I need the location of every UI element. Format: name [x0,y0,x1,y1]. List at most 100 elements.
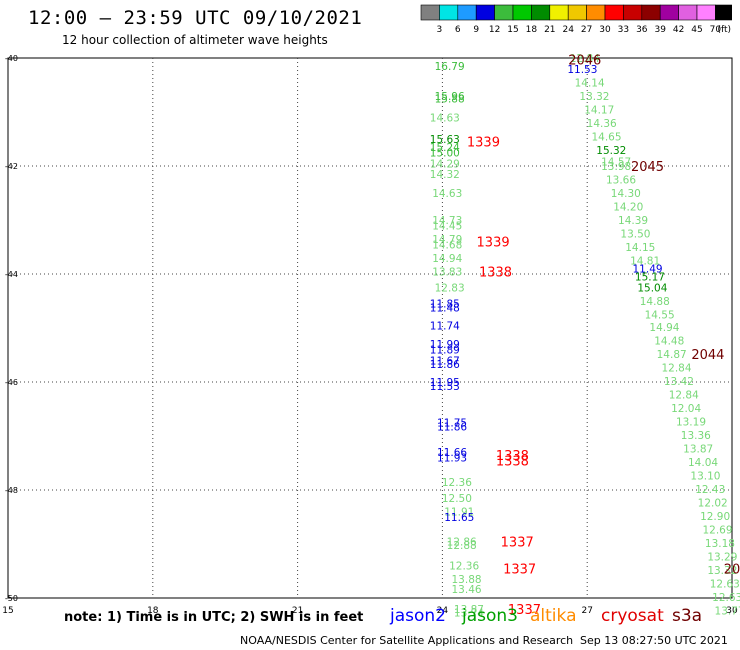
swh-value-label: 14.39 [618,215,648,227]
colorbar-label: 70 [710,25,722,35]
swh-value-label: 12.84 [570,53,600,65]
swh-value-label: 12.36 [449,561,479,573]
colorbar-label: 24 [562,25,574,35]
swh-value-label: 12.63 [712,592,740,604]
swh-value-label: 14.15 [625,242,655,254]
swh-value-label: 14.73 [432,215,462,227]
colorbar-label: 12 [489,25,500,35]
swh-value-label: 13.74 [454,608,484,620]
swh-value-label: 14.87 [657,349,687,361]
pass-time-label: 1339 [467,136,500,151]
colorbar-label: 6 [455,25,461,35]
swh-value-label: 11.66 [437,447,467,459]
y-tick-label: -50 [5,594,18,603]
legend-jason2: jason2 [390,606,446,626]
swh-value-label: 15.96 [435,91,465,103]
legend-cryosat: cryosat [601,606,664,626]
swh-value-label: 13.66 [606,175,636,187]
swh-value-label: 14.63 [432,188,462,200]
y-tick-label: -46 [5,378,18,387]
swh-value-label: 14.94 [649,322,679,334]
swh-value-label: 11.85 [430,299,460,311]
swh-value-label: 12.84 [661,362,691,374]
y-tick-label: -42 [5,162,18,171]
pass-time-label: 1337 [503,562,536,577]
swh-value-label: 12.04 [671,403,701,415]
swh-value-label: 12.50 [442,493,472,505]
swh-value-label: 13.32 [579,91,609,103]
pass-time-label: 1339 [477,236,510,251]
swh-value-label: 12.69 [702,524,732,536]
colorbar-label: 39 [654,25,666,35]
swh-value-label: 14.79 [432,234,462,246]
swh-value-label: 11.86 [437,421,467,433]
colorbar-label: 9 [473,25,479,35]
colorbar-label: 45 [691,25,702,35]
swh-value-label: 11.53 [567,64,597,76]
chart-title: 12:00 – 23:59 UTC 09/10/2021 [28,7,363,29]
swh-value-label: 13.87 [683,443,713,455]
colorbar-swatch [715,4,732,21]
swh-value-label: 11.48 [430,302,460,314]
y-tick-label: -48 [5,486,18,495]
generated-timestamp: Sep 13 08:27:50 UTC 2021 [580,634,728,647]
swh-value-label: 11.99 [430,339,460,351]
swh-value-label: 13.29 [707,551,737,563]
swh-value-label: 12.84 [669,389,699,401]
colorbar-label: 18 [526,25,538,35]
footnote: note: 1) Time is in UTC; 2) SWH is in fe… [64,610,364,625]
swh-value-label: 13.88 [452,574,482,586]
x-tick-label: 15 [2,606,13,616]
x-tick-label: 24 [437,606,449,616]
colorbar-label: 21 [544,25,555,35]
swh-value-label: 11.53 [430,381,460,393]
swh-value-label: 11.65 [444,512,474,524]
plot-frame [7,57,733,599]
swh-value-label: 14.55 [645,310,675,322]
swh-value-label: 11.49 [633,264,663,276]
swh-value-label: 11.67 [430,355,460,367]
x-tick-label: 21 [292,606,303,616]
swh-value-label: 14.29 [430,158,460,170]
swh-value-label: 12.86 [447,536,477,548]
pass-time-label: 1338 [479,265,512,280]
colorbar-unit: (ft) [717,25,731,35]
swh-value-label: 13.77 [715,605,740,617]
swh-value-label: 12.02 [698,497,728,509]
swh-value-label: 14.88 [640,296,670,308]
swh-value-label: 11.93 [437,453,467,465]
colorbar-label: 27 [581,25,592,35]
swh-value-label: 12.43 [695,484,725,496]
swh-value-label: 13.32 [707,565,737,577]
swh-value-label: 15.17 [635,272,665,284]
pass-time-label: 20 [724,562,740,577]
pass-time-label: 2044 [691,348,724,363]
swh-value-label: 14.65 [591,131,621,143]
colorbar-label: 3 [437,25,443,35]
swh-value-label: 16.79 [435,61,465,73]
swh-value-label: 14.04 [688,457,718,469]
swh-value-label: 12.83 [435,283,465,295]
swh-value-label: 13.36 [681,430,711,442]
swh-value-label: 13.10 [690,470,720,482]
swh-value-label: 13.83 [432,266,462,278]
legend-s3a: s3a [672,606,703,626]
pass-time-label: 1338 [496,449,529,464]
swh-value-label: 11.74 [430,320,460,332]
legend-jason3: jason3 [462,606,518,626]
swh-value-label: 13.18 [705,538,735,550]
swh-value-label: 11.95 [430,377,460,389]
swh-value-label: 12.88 [447,540,477,552]
swh-value-label: 14.17 [584,104,614,116]
swh-value-label: 14.30 [611,188,641,200]
swh-value-label: 14.63 [430,112,460,124]
pass-time-label: 1337 [501,535,534,550]
swh-value-label: 14.94 [432,253,462,265]
legend-altika: altika [530,606,577,626]
swh-value-label: 14.20 [613,202,643,214]
y-tick-label: -44 [5,270,18,279]
swh-value-label: 13.46 [452,584,482,596]
colorbar-label: 30 [599,25,611,35]
swh-value-label: 14.68 [432,239,462,251]
